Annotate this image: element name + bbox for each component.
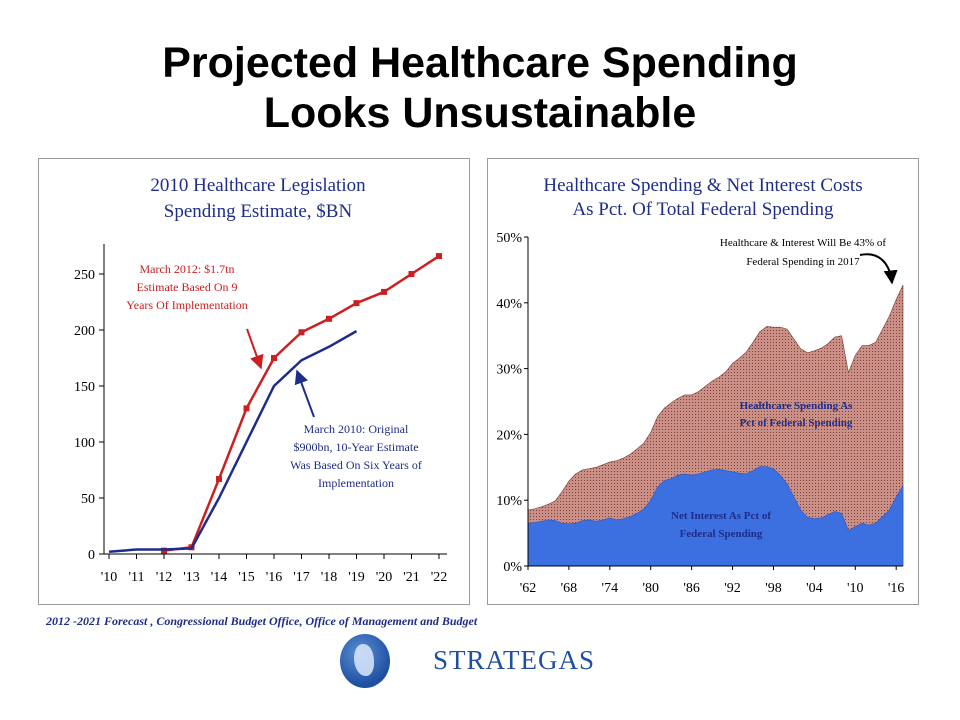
march-2012-data-point xyxy=(216,475,222,482)
left-x-tick-label: '19 xyxy=(348,570,365,585)
march-2010-annotation: March 2010: Original $900bn, 10-Year Est… xyxy=(290,369,422,490)
left-x-tick-label: '11 xyxy=(128,570,144,585)
march-2012-data-point xyxy=(353,300,360,307)
healthcare-legislation-chart: 2010 Healthcare Legislation Spending Est… xyxy=(74,175,447,585)
logo-face-shape xyxy=(354,644,374,676)
healthcare-interest-chart: Healthcare Spending & Net Interest Costs… xyxy=(496,175,904,596)
left-chart-title-line-2: Spending Estimate, $BN xyxy=(164,201,353,222)
march-2012-data-point xyxy=(381,288,387,295)
right-x-tick-label: '92 xyxy=(724,581,741,596)
right-x-tick-label: '04 xyxy=(806,581,823,596)
strategas-logo-icon xyxy=(340,634,390,688)
march-2012-data-point xyxy=(271,355,277,361)
right-y-tick-label: 40% xyxy=(496,297,522,312)
march-2010-annotation-line-3: Was Based On Six Years of xyxy=(290,458,422,472)
march-2010-annotation-line-4: Implementation xyxy=(318,476,394,490)
right-x-tick-label: '68 xyxy=(561,581,578,596)
left-x-tick-label: '18 xyxy=(321,570,338,585)
healthcare-area-label-line-2: Pct of Federal Spending xyxy=(740,417,853,429)
left-chart-title-line-1: 2010 Healthcare Legislation xyxy=(150,175,366,196)
march-2012-annotation-line-1: March 2012: $1.7tn xyxy=(140,262,235,276)
left-x-tick-label: '21 xyxy=(403,570,420,585)
right-x-tick-label: '80 xyxy=(642,581,659,596)
left-y-tick-label: 200 xyxy=(74,324,95,339)
left-y-tick-label: 100 xyxy=(74,436,95,451)
right-y-tick-label: 50% xyxy=(496,231,522,246)
right-y-tick-label: 30% xyxy=(496,363,522,378)
march-2012-annotation: March 2012: $1.7tn Estimate Based On 9 Y… xyxy=(126,262,264,370)
right-x-tick-label: '62 xyxy=(520,581,537,596)
healthcare-legislation-chart-panel: 2010 Healthcare Legislation Spending Est… xyxy=(38,158,470,605)
right-x-tick-label: '86 xyxy=(683,581,700,596)
right-annotation-arrow xyxy=(859,253,898,285)
march-2010-annotation-line-1: March 2010: Original xyxy=(304,422,409,436)
march-2012-data-point xyxy=(243,405,250,412)
interest-area-label-line-2: Federal Spending xyxy=(680,528,763,540)
left-chart-series xyxy=(108,253,442,554)
right-annotation-line-1: Healthcare & Interest Will Be 43% of xyxy=(720,237,886,249)
left-x-tick-label: '12 xyxy=(156,570,173,585)
march-2010-series-line xyxy=(108,330,358,554)
left-y-tick-label: 50 xyxy=(81,492,95,507)
right-chart-areas xyxy=(527,284,904,567)
left-y-tick-label: 150 xyxy=(74,380,95,395)
march-2010-arrow xyxy=(294,369,315,418)
march-2012-annotation-line-3: Years Of Implementation xyxy=(126,298,247,312)
brand-name: STRATEGAS xyxy=(433,645,596,675)
source-footnote: 2012 -2021 Forecast , Congressional Budg… xyxy=(46,614,478,628)
march-2012-data-point xyxy=(298,329,305,336)
right-x-tick-label: '74 xyxy=(602,581,619,596)
left-x-tick-label: '16 xyxy=(266,570,283,585)
left-x-tick-label: '22 xyxy=(431,570,448,585)
interest-area-label-line-1: Net Interest As Pct of xyxy=(671,510,771,522)
net-interest-area xyxy=(527,466,904,567)
right-chart-title-line-1: Healthcare Spending & Net Interest Costs xyxy=(543,175,862,196)
right-y-tick-label: 10% xyxy=(496,494,522,509)
left-chart-axes: 0 50 100 150 200 250 '10 '11 '12 '13 '14 '15 '16 '17 '… xyxy=(74,244,447,585)
right-annotation-line-2: Federal Spending in 2017 xyxy=(746,256,860,268)
left-y-tick-label: 0 xyxy=(88,548,95,563)
left-x-tick-label: '10 xyxy=(101,570,118,585)
march-2012-data-point xyxy=(436,253,442,260)
page-title-line-1: Projected Healthcare Spending xyxy=(162,39,798,87)
left-x-tick-label: '15 xyxy=(238,570,255,585)
march-2012-data-point xyxy=(408,271,415,277)
right-chart-title-line-2: As Pct. Of Total Federal Spending xyxy=(572,199,834,220)
right-y-tick-label: 0% xyxy=(503,560,522,575)
right-x-tick-label: '98 xyxy=(765,581,782,596)
left-x-tick-label: '13 xyxy=(183,570,200,585)
page-title-line-2: Looks Unsustainable xyxy=(263,89,697,137)
healthcare-interest-chart-panel: Healthcare Spending & Net Interest Costs… xyxy=(487,158,919,605)
march-2012-annotation-line-2: Estimate Based On 9 xyxy=(137,280,238,294)
page-title: Projected Healthcare Spending Looks Unsu… xyxy=(0,38,960,138)
right-x-tick-label: '10 xyxy=(847,581,864,596)
march-2012-data-point xyxy=(326,315,332,322)
left-x-tick-label: '20 xyxy=(376,570,393,585)
march-2012-arrow xyxy=(246,328,264,370)
right-chart-axes: 0% 10% 20% 30% 40% 50% '62 '68 '74 '80 '86 '92 '98 '0… xyxy=(496,231,904,596)
left-x-tick-label: '17 xyxy=(293,570,310,585)
right-x-tick-label: '16 xyxy=(888,581,905,596)
left-y-tick-label: 250 xyxy=(74,268,95,283)
left-x-tick-label: '14 xyxy=(211,570,228,585)
healthcare-spending-area xyxy=(527,284,904,567)
march-2010-annotation-line-2: $900bn, 10-Year Estimate xyxy=(293,440,418,454)
healthcare-area-label-line-1: Healthcare Spending As xyxy=(740,400,854,412)
right-y-tick-label: 20% xyxy=(496,428,522,443)
